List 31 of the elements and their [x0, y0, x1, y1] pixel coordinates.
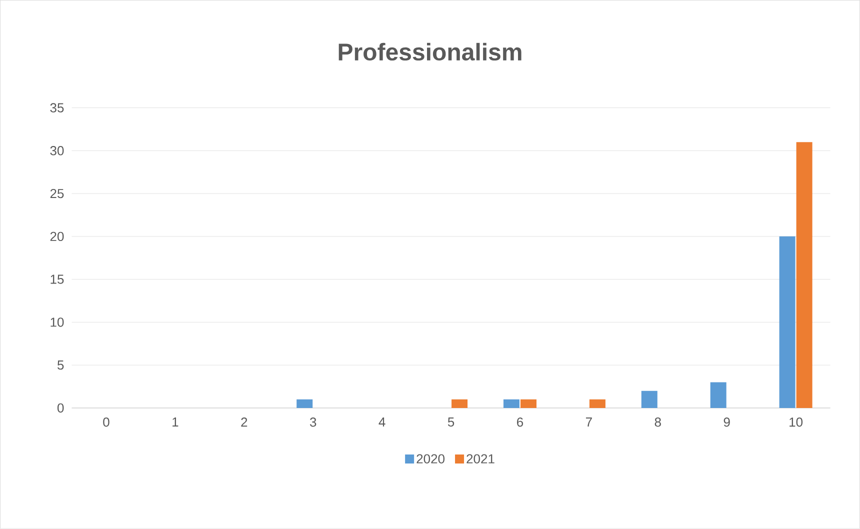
x-tick-label: 0 — [103, 418, 110, 427]
y-tick-label: 25 — [50, 189, 64, 198]
bar — [296, 400, 313, 408]
x-tick-label: 1 — [172, 418, 178, 427]
x-tick-label: 6 — [517, 418, 524, 427]
x-tick-label: 2 — [241, 418, 248, 427]
bar — [452, 400, 468, 408]
bar — [796, 142, 812, 408]
y-tick-label: 0 — [57, 403, 64, 413]
x-tick-label: 4 — [378, 418, 386, 427]
y-tick-label: 20 — [50, 232, 64, 242]
x-tick-label: 8 — [654, 418, 661, 427]
bar — [641, 390, 658, 408]
y-tick-label: 30 — [50, 146, 64, 156]
bar — [520, 400, 536, 408]
bar — [710, 382, 726, 408]
x-tick-label: 5 — [448, 418, 454, 427]
y-tick-label: 35 — [50, 103, 64, 112]
bar — [503, 400, 520, 408]
x-tick-label: 10 — [790, 418, 803, 427]
y-tick-label: 5 — [58, 360, 64, 370]
x-tick-label: 3 — [310, 418, 316, 427]
x-tick-label: 7 — [586, 418, 592, 427]
legend-label: 2020 — [416, 454, 445, 464]
x-tick-label: 9 — [724, 418, 730, 427]
legend-label: 2021 — [466, 454, 494, 464]
y-tick-label: 15 — [50, 274, 64, 284]
chart-title: Professionalism — [338, 43, 522, 61]
bar — [779, 236, 796, 408]
bar — [589, 400, 606, 408]
y-tick-label: 10 — [50, 318, 64, 327]
